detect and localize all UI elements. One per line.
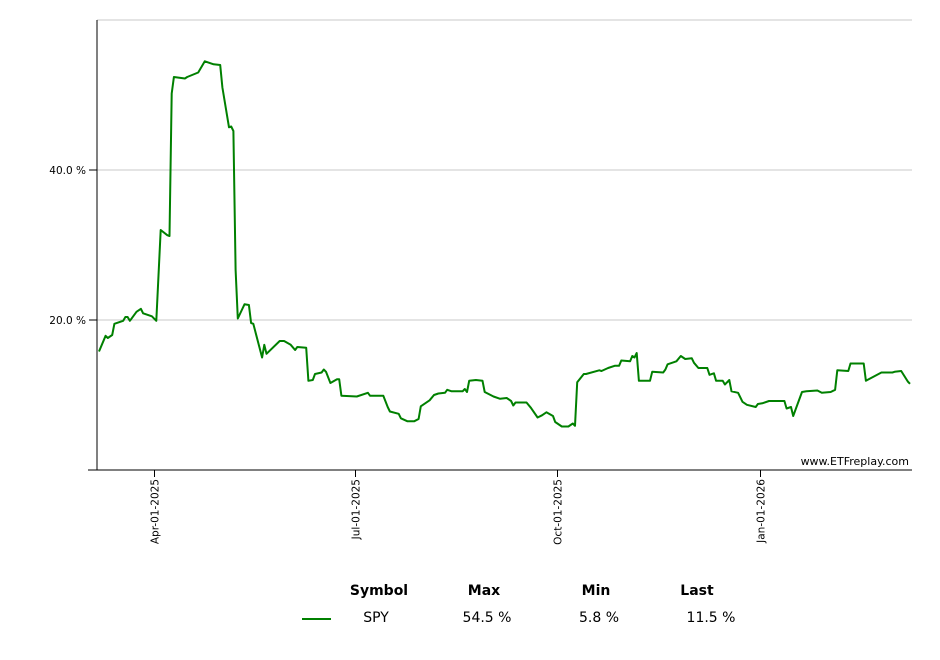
series-line-spy [98,60,911,428]
y-tick-label: 40.0 % [49,165,86,177]
y-axis-ticks: 20.0 % 40.0 % [49,165,97,327]
x-axis-ticks: Apr-01-2025 Jul-01-2025 Oct-01-2025 Jan-01-… [150,470,768,545]
watermark: www.ETFreplay.com [801,455,909,468]
x-tick-label: Apr-01-2025 [150,479,162,544]
gridlines [97,19,912,321]
x-tick-label: Jul-01-2025 [351,479,363,540]
x-tick-label: Oct-01-2025 [553,479,565,545]
y-tick-label: 20.0 % [49,315,86,327]
axes [88,20,912,471]
series-lines [98,60,911,428]
x-tick-label: Jan-01-2026 [756,479,768,544]
